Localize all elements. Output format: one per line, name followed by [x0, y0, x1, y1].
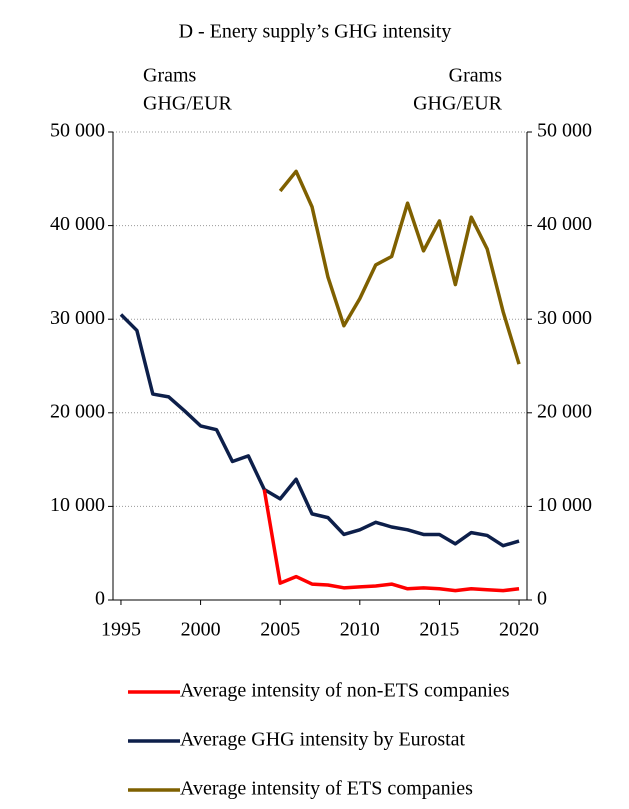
y-axis-label: GHG/EUR	[143, 93, 233, 115]
series-line	[119, 313, 520, 548]
chart-title: D - Enery supply’s GHG intensity	[179, 21, 452, 43]
y2-tick-label: 0	[537, 588, 547, 610]
legend-label: Average intensity of non-ETS companies	[180, 680, 510, 702]
y-tick-label: 40 000	[50, 213, 105, 235]
x-tick-label: 2015	[419, 619, 459, 641]
y2-tick-label: 40 000	[537, 213, 592, 235]
y-axis-label: Grams	[143, 65, 197, 87]
series-line	[278, 169, 521, 365]
y-tick-label: 30 000	[50, 307, 105, 329]
x-tick-label: 2010	[340, 619, 380, 641]
legend-label: Average intensity of ETS companies	[180, 778, 473, 800]
x-tick-label: 2000	[181, 619, 221, 641]
legend-label: Average GHG intensity by Eurostat	[180, 729, 466, 751]
y2-axis-label: Grams	[449, 65, 503, 87]
y2-tick-label: 50 000	[537, 120, 592, 142]
y-tick-label: 10 000	[50, 494, 105, 516]
y2-tick-label: 10 000	[537, 494, 592, 516]
series-line	[262, 489, 520, 593]
y-tick-label: 0	[95, 588, 105, 610]
y-tick-label: 20 000	[50, 400, 105, 422]
y-tick-label: 50 000	[50, 120, 105, 142]
x-tick-label: 2020	[499, 619, 539, 641]
y2-tick-label: 20 000	[537, 400, 592, 422]
y2-axis-label: GHG/EUR	[413, 93, 503, 115]
y2-tick-label: 30 000	[537, 307, 592, 329]
x-tick-label: 2005	[260, 619, 300, 641]
x-tick-label: 1995	[101, 619, 141, 641]
